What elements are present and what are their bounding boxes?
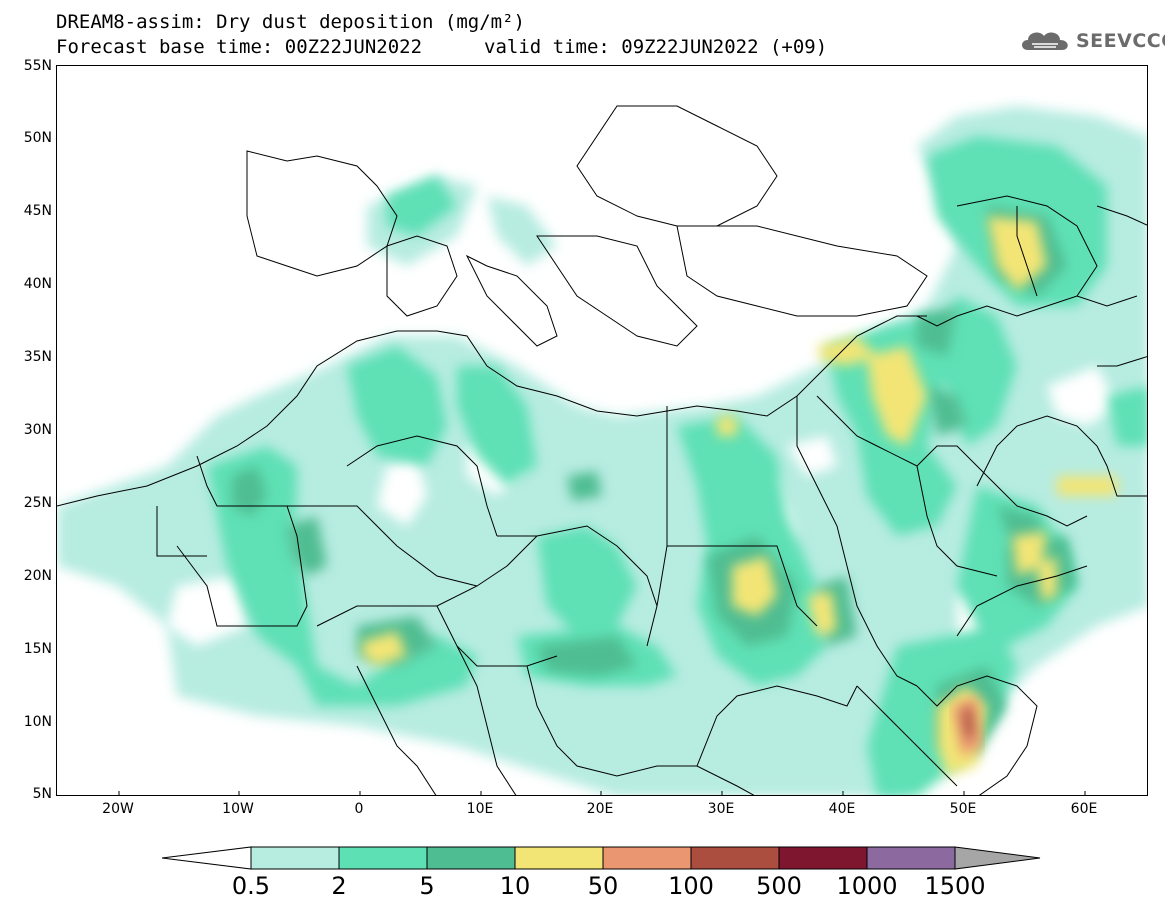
lat-label-10n: 10N <box>23 714 52 730</box>
colorbar-label-5: 5 <box>419 872 435 900</box>
colorbar-bin-7 <box>778 846 868 870</box>
lon-label-0: 0 <box>354 801 364 817</box>
forecast-base-time: Forecast base time: 00Z22JUN2022 <box>56 36 423 58</box>
colorbar-bin-1 <box>250 846 340 870</box>
lon-label-50e: 50E <box>949 801 977 817</box>
colorbar-bin-2 <box>338 846 428 870</box>
colorbar-over-triangle <box>954 846 1041 870</box>
colorbar-bin-5 <box>602 846 692 870</box>
map-title: DREAM8-assim: Dry dust deposition (mg/m²… <box>56 11 525 33</box>
lat-label-20n: 20N <box>23 568 52 584</box>
colorbar-label-1500: 1500 <box>924 872 986 900</box>
colorbar <box>162 846 1041 870</box>
colorbar-label-2: 2 <box>331 872 347 900</box>
lat-label-55n: 55N <box>23 58 52 74</box>
lon-label-10e: 10E <box>466 801 494 817</box>
valid-time: valid time: 09Z22JUN2022 (+09) <box>484 36 828 58</box>
lon-label-30e: 30E <box>707 801 735 817</box>
lat-label-25n: 25N <box>23 495 52 511</box>
colorbar-bin-6 <box>690 846 780 870</box>
colorbar-bin-4 <box>514 846 604 870</box>
lon-label-20e: 20E <box>586 801 614 817</box>
lat-label-50n: 50N <box>23 130 52 146</box>
lat-label-45n: 45N <box>23 203 52 219</box>
contour-level-10 <box>362 216 1117 776</box>
lon-label-40e: 40E <box>828 801 856 817</box>
country-boundaries <box>57 105 1147 795</box>
colorbar-label-10: 10 <box>499 872 531 900</box>
lon-label-60e: 60E <box>1070 801 1098 817</box>
lat-label-35n: 35N <box>23 349 52 365</box>
dust-deposition-map <box>56 65 1148 796</box>
colorbar-bin-8 <box>866 846 956 870</box>
colorbar-under-triangle <box>162 846 252 870</box>
cloud-logo-icon <box>1022 32 1068 50</box>
colorbar-bin-3 <box>426 846 516 870</box>
lat-label-15n: 15N <box>23 641 52 657</box>
colorbar-label-500: 500 <box>756 872 802 900</box>
lon-ticks <box>118 791 1086 795</box>
colorbar-label-50: 50 <box>587 872 619 900</box>
contour-level-50 <box>952 696 982 756</box>
lat-label-40n: 40N <box>23 276 52 292</box>
lon-label-10w: 10W <box>222 801 254 817</box>
lat-label-30n: 30N <box>23 422 52 438</box>
lat-label-5n: 5N <box>32 786 52 802</box>
colorbar-label-100: 100 <box>668 872 714 900</box>
lon-label-20w: 20W <box>102 801 134 817</box>
map-canvas <box>57 105 1147 795</box>
colorbar-label-0.5: 0.5 <box>231 872 271 900</box>
logo-text: SEEVCCC <box>1076 30 1165 52</box>
colorbar-label-1000: 1000 <box>836 872 898 900</box>
